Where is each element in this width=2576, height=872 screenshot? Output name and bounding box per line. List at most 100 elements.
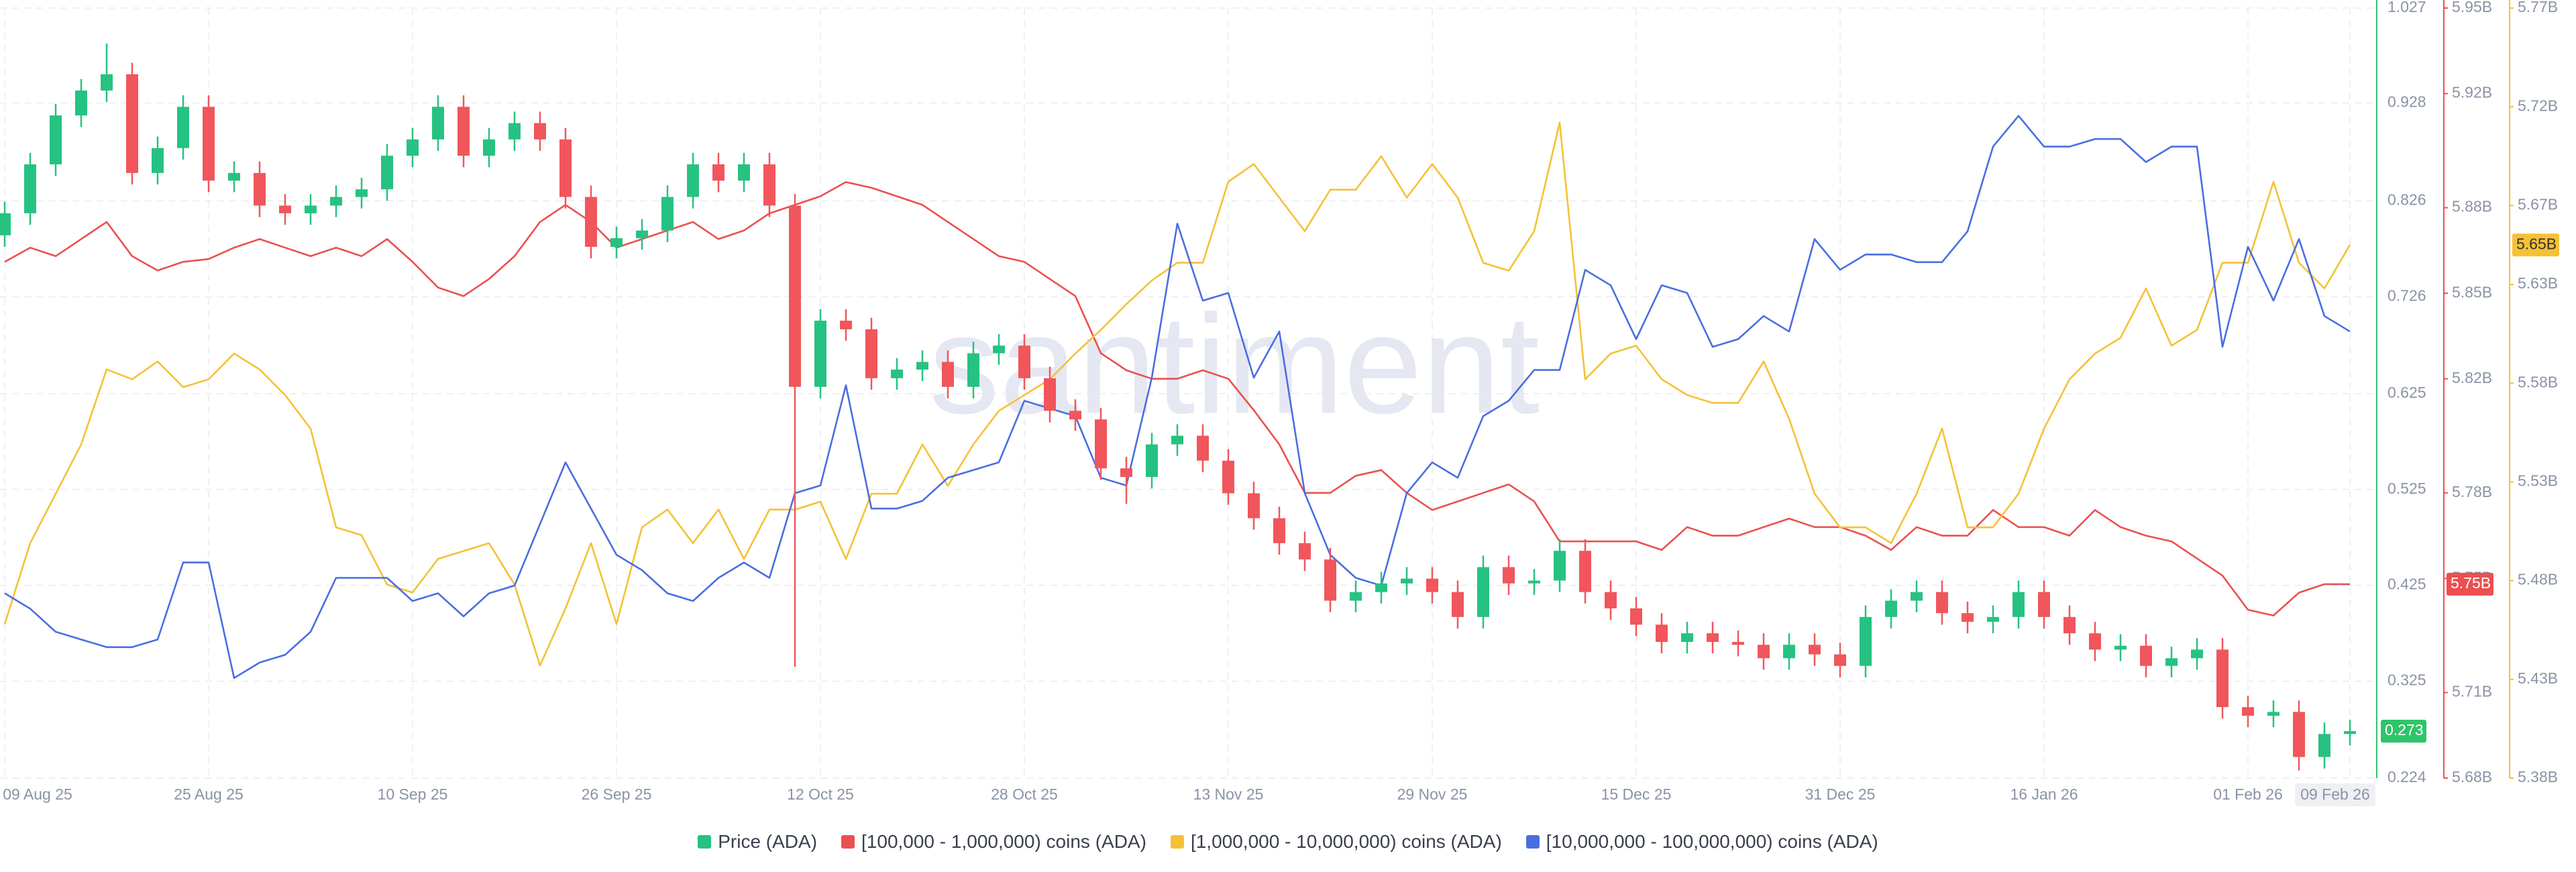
candle-body bbox=[1273, 518, 1285, 543]
candle-body bbox=[1095, 419, 1107, 469]
candle-body bbox=[1503, 567, 1515, 584]
legend-swatch bbox=[841, 835, 855, 849]
candle-body bbox=[1860, 616, 1872, 666]
y-tick-label: 5.72B bbox=[2518, 97, 2558, 114]
candle-body bbox=[916, 362, 928, 370]
candle-body bbox=[1375, 583, 1387, 592]
candle-body bbox=[1120, 468, 1132, 478]
candle-body bbox=[2038, 592, 2050, 617]
candle-body bbox=[1222, 460, 1234, 494]
candle-body bbox=[1911, 592, 1923, 601]
legend-label: [100,000 - 1,000,000) coins (ADA) bbox=[861, 831, 1146, 852]
y-tick-label: 5.38B bbox=[2518, 768, 2558, 785]
candle-body bbox=[610, 238, 623, 247]
y-tick-label: 0.224 bbox=[2387, 768, 2426, 785]
legend-item[interactable]: [1,000,000 - 10,000,000) coins (ADA) bbox=[1170, 831, 1502, 853]
candle-body bbox=[1401, 578, 1413, 584]
x-tick-label: 09 Aug 25 bbox=[3, 785, 72, 803]
candle-body bbox=[534, 123, 546, 140]
candle-body bbox=[1834, 654, 1846, 666]
candle-body bbox=[0, 213, 11, 235]
candle-body bbox=[1146, 444, 1158, 478]
legend: Price (ADA) [100,000 - 1,000,000) coins … bbox=[0, 812, 2576, 872]
candle-body bbox=[75, 90, 87, 116]
candle-body bbox=[1579, 551, 1591, 592]
y-tick-label: 0.525 bbox=[2387, 480, 2426, 497]
legend-item[interactable]: [100,000 - 1,000,000) coins (ADA) bbox=[841, 831, 1146, 853]
y-tick-label: 5.48B bbox=[2518, 571, 2558, 588]
legend-item[interactable]: Price (ADA) bbox=[698, 831, 817, 853]
y-tick-label: 5.71B bbox=[2452, 683, 2492, 700]
y-tick-label: 5.43B bbox=[2518, 669, 2558, 687]
candle-body bbox=[891, 369, 903, 378]
candle-body bbox=[2114, 645, 2127, 650]
candle-body bbox=[1656, 624, 1668, 642]
y-tick-label: 5.77B bbox=[2518, 0, 2558, 15]
candle-body bbox=[2191, 649, 2203, 659]
candle-body bbox=[2216, 649, 2229, 708]
candle-body bbox=[865, 329, 877, 378]
y-tick-label: 5.82B bbox=[2452, 369, 2492, 386]
candle-body bbox=[305, 205, 317, 213]
candle-body bbox=[661, 197, 674, 231]
candle-body bbox=[203, 107, 215, 181]
candle-body bbox=[942, 362, 954, 387]
candle-body bbox=[2165, 658, 2178, 666]
x-tick-label: 25 Aug 25 bbox=[174, 785, 244, 803]
candle-body bbox=[1758, 645, 1770, 659]
y-tick-label: 5.68B bbox=[2452, 768, 2492, 785]
candle-body bbox=[1018, 345, 1030, 378]
legend-label: [1,000,000 - 10,000,000) coins (ADA) bbox=[1190, 831, 1502, 852]
candle-body bbox=[177, 107, 189, 148]
candle-body bbox=[636, 230, 648, 239]
candle-body bbox=[2089, 633, 2101, 650]
y-tick-label: 5.95B bbox=[2452, 0, 2492, 15]
y-tick-label: 5.78B bbox=[2452, 483, 2492, 500]
y-tick-label: 0.325 bbox=[2387, 671, 2426, 689]
value-tag bbox=[2381, 719, 2426, 743]
candle-body bbox=[687, 164, 699, 197]
value-tag bbox=[2512, 233, 2559, 257]
candle-body bbox=[1554, 551, 1566, 581]
y-tick-label: 0.826 bbox=[2387, 190, 2426, 208]
candle-body bbox=[254, 172, 266, 206]
candle-body bbox=[1630, 608, 1642, 625]
y-tick-label: 1.027 bbox=[2387, 0, 2426, 15]
y-tick-label: 5.53B bbox=[2518, 472, 2558, 490]
candle-body bbox=[789, 205, 801, 387]
candle-body bbox=[2140, 645, 2152, 666]
x-tick-label: 15 Dec 25 bbox=[1601, 785, 1672, 803]
candle-body bbox=[1936, 592, 1948, 614]
candle-body bbox=[763, 164, 775, 206]
candle-body bbox=[1299, 543, 1311, 560]
candle-body bbox=[432, 107, 444, 140]
candle-body bbox=[356, 189, 368, 197]
candle-body bbox=[2293, 712, 2305, 757]
candle-body bbox=[967, 353, 979, 387]
candle-body bbox=[228, 172, 240, 181]
series-line bbox=[4, 181, 2350, 616]
candle-body bbox=[2012, 592, 2025, 617]
y-tick-label: 5.67B bbox=[2518, 195, 2558, 213]
legend-item[interactable]: [10,000,000 - 100,000,000) coins (ADA) bbox=[1525, 831, 1878, 853]
series-line bbox=[3, 121, 2351, 667]
candle-body bbox=[1069, 411, 1081, 420]
candle-body bbox=[2318, 734, 2330, 757]
candle-body bbox=[1044, 378, 1056, 411]
x-tick-label: 01 Feb 26 bbox=[2213, 785, 2283, 803]
candle-body bbox=[993, 345, 1005, 353]
candle-body bbox=[50, 115, 62, 165]
candle-body bbox=[1452, 592, 1464, 617]
candle-body bbox=[1171, 435, 1183, 445]
x-tick-label: 29 Nov 25 bbox=[1397, 785, 1468, 803]
x-tick-label: 09 Feb 26 bbox=[2300, 785, 2370, 803]
candle-body bbox=[330, 197, 342, 206]
y-tick-label: 0.726 bbox=[2387, 286, 2426, 304]
value-tag-label: 5.75B bbox=[2451, 574, 2491, 592]
candle-body bbox=[1707, 633, 1719, 642]
candle-body bbox=[1783, 645, 1795, 659]
candle-body bbox=[279, 205, 291, 213]
candle-body bbox=[585, 197, 597, 247]
candle-body bbox=[1809, 645, 1821, 655]
x-tick-label: 31 Dec 25 bbox=[1805, 785, 1876, 803]
